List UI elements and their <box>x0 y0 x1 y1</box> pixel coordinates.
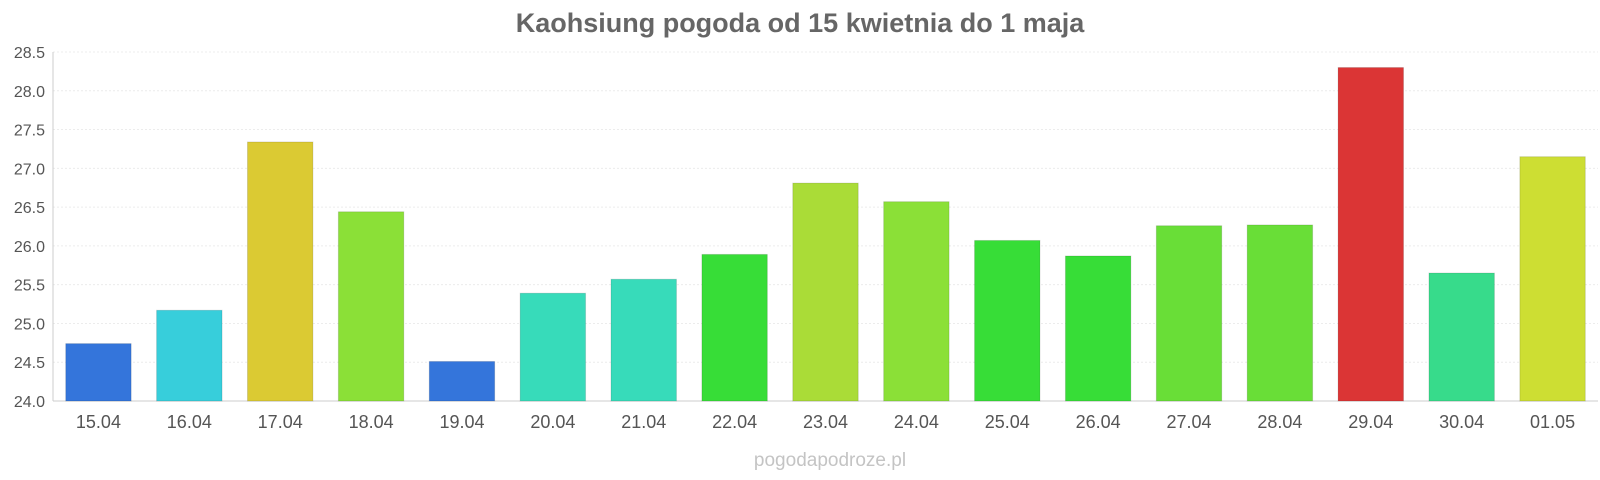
y-tick-label: 24.0 <box>14 394 45 411</box>
bar-18.04[interactable] <box>337 211 405 402</box>
x-tick-label: 01.05 <box>1530 412 1575 432</box>
bar-30.04[interactable] <box>1428 272 1495 402</box>
x-tick-label: 29.04 <box>1348 412 1393 432</box>
bar-22.04[interactable] <box>701 253 768 402</box>
y-tick-label: 28.0 <box>14 84 45 101</box>
x-tick-label: 24.04 <box>894 412 939 432</box>
x-tick-label: 17.04 <box>258 412 303 432</box>
x-tick-label: 21.04 <box>621 412 666 432</box>
chart-title: Kaohsiung pogoda od 15 kwietnia do 1 maj… <box>516 8 1086 38</box>
bar-01.05[interactable] <box>1519 156 1586 402</box>
y-tick-label: 27.5 <box>14 123 45 140</box>
x-tick-label: 16.04 <box>167 412 212 432</box>
y-tick-label: 25.0 <box>14 316 45 333</box>
bar-17.04[interactable] <box>246 141 314 402</box>
bar-27.04[interactable] <box>1155 225 1223 402</box>
x-tick-label: 27.04 <box>1167 412 1212 432</box>
x-tick-label: 23.04 <box>803 412 848 432</box>
y-tick-label: 25.5 <box>14 278 45 295</box>
x-tick-label: 20.04 <box>530 412 575 432</box>
bar-15.04[interactable] <box>65 343 132 402</box>
watermark-text: pogodapodroze.pl <box>754 450 906 471</box>
bar-23.04[interactable] <box>792 182 859 402</box>
bar-25.04[interactable] <box>974 239 1041 402</box>
y-tick-label: 24.5 <box>14 355 45 372</box>
bars <box>65 67 1586 402</box>
x-tick-label: 15.04 <box>76 412 121 432</box>
x-tick-label: 30.04 <box>1439 412 1484 432</box>
x-tick-label: 19.04 <box>439 412 484 432</box>
bar-21.04[interactable] <box>610 278 677 402</box>
y-tick-label: 27.0 <box>14 161 45 178</box>
bar-24.04[interactable] <box>883 201 950 402</box>
bar-20.04[interactable] <box>519 292 587 402</box>
x-tick-label: 22.04 <box>712 412 757 432</box>
x-tick-label: 28.04 <box>1257 412 1302 432</box>
x-tick-label: 18.04 <box>349 412 394 432</box>
bar-29.04[interactable] <box>1337 67 1405 402</box>
y-tick-label: 26.5 <box>14 200 45 217</box>
x-axis-ticks: 15.04 16.04 17.04 18.04 19.04 20.04 21.04 22.04… <box>76 412 1575 432</box>
bar-16.04[interactable] <box>156 309 223 402</box>
y-axis-ticks: 24.0 24.5 25.0 25.5 26.0 26.5 27.0 27.5 28.0 28.5 <box>14 45 45 411</box>
y-tick-label: 26.0 <box>14 239 45 256</box>
y-tick-label: 28.5 <box>14 45 45 62</box>
bar-19.04[interactable] <box>428 360 496 402</box>
bar-28.04[interactable] <box>1246 224 1314 402</box>
x-tick-label: 26.04 <box>1076 412 1121 432</box>
bar-26.04[interactable] <box>1064 255 1132 402</box>
x-tick-label: 25.04 <box>985 412 1030 432</box>
